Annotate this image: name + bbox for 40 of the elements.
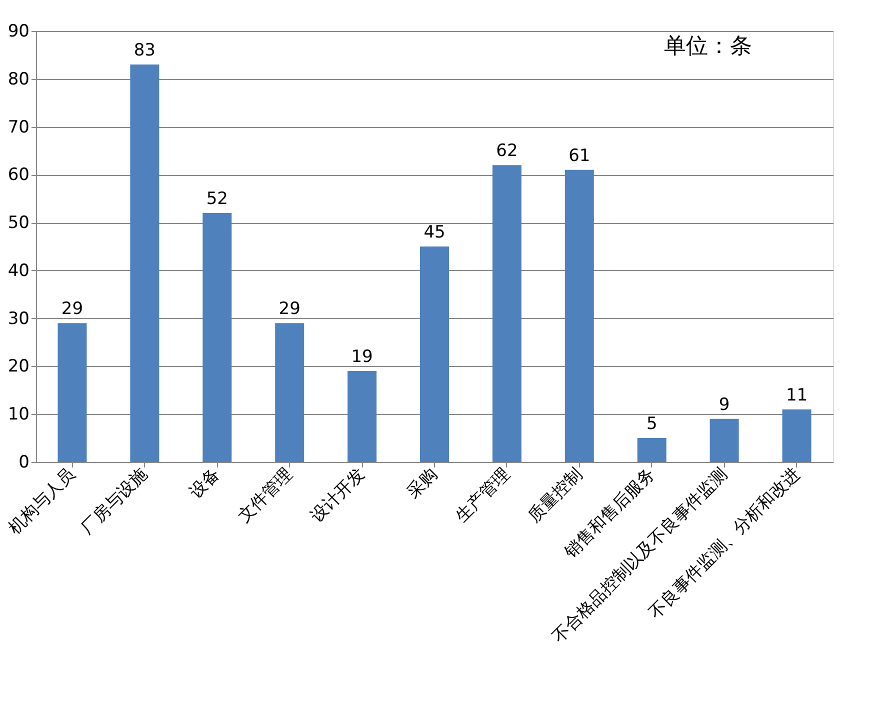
data-label: 62	[496, 141, 518, 162]
y-tick-label: 90	[8, 22, 30, 42]
x-tick-label: 质量控制	[524, 464, 586, 527]
y-tick-label: 70	[8, 117, 30, 138]
y-tick-label: 30	[8, 308, 30, 329]
data-label: 29	[61, 299, 84, 320]
bar	[492, 165, 522, 462]
bar	[348, 371, 377, 462]
bar	[275, 323, 304, 462]
y-tick-label: 50	[8, 213, 30, 234]
data-label: 11	[786, 385, 808, 406]
bar	[564, 170, 594, 462]
bar	[420, 246, 449, 462]
y-tick-label: 10	[8, 404, 30, 425]
bar	[710, 418, 739, 462]
data-label: 83	[134, 40, 156, 61]
x-tick-label: 厂房与设施	[78, 464, 152, 539]
y-tick-label: 20	[8, 356, 30, 377]
data-label: 9	[718, 394, 730, 415]
data-label: 5	[646, 414, 658, 434]
data-label: 29	[278, 299, 300, 320]
bar	[130, 64, 160, 462]
y-tick-label: 40	[8, 260, 30, 281]
data-label: 52	[206, 188, 228, 209]
data-label: 61	[568, 146, 590, 166]
x-tick-label: 采购	[403, 464, 442, 503]
annotation: 单位：条	[664, 34, 752, 59]
x-tick-label: 设备	[186, 464, 224, 503]
y-tick-label: 0	[18, 452, 30, 472]
x-tick-label: 设计开发	[306, 464, 370, 527]
bar	[202, 212, 232, 462]
y-tick-label: 80	[8, 69, 30, 90]
x-tick-label: 文件管理	[234, 464, 297, 527]
data-label: 19	[351, 347, 373, 368]
y-tick-label: 60	[8, 165, 30, 186]
data-label: 45	[424, 222, 446, 242]
x-tick-label: 生产管理	[452, 464, 514, 527]
bar	[58, 323, 87, 462]
bar	[637, 438, 666, 462]
bar	[782, 409, 812, 462]
